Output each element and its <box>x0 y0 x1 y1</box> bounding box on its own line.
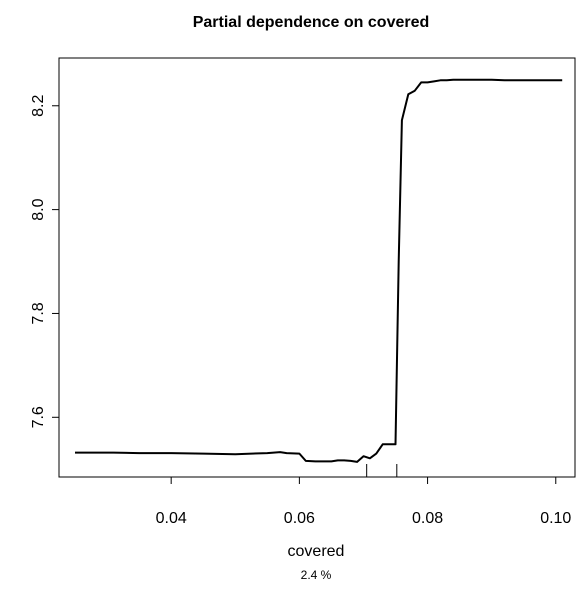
x-axis: 0.04 0.06 0.08 0.10 <box>156 476 571 527</box>
plot-frame <box>58 57 576 478</box>
x-tick-label: 0.06 <box>284 510 315 527</box>
y-tick-label: 7.8 <box>30 302 47 324</box>
x-axis-subtitle: 2.4 % <box>301 568 332 582</box>
y-axis: 7.6 7.8 8.0 8.2 <box>30 95 60 428</box>
x-tick-label: 0.10 <box>540 510 571 527</box>
y-tick-label: 8.0 <box>30 198 47 220</box>
x-axis-title: covered <box>288 543 345 560</box>
chart-title: Partial dependence on covered <box>193 14 430 31</box>
partial-dependence-line <box>75 78 563 463</box>
y-tick-label: 7.6 <box>30 406 47 428</box>
x-tick-label: 0.04 <box>156 510 187 527</box>
y-tick-label: 8.2 <box>30 95 47 117</box>
x-tick-label: 0.08 <box>412 510 443 527</box>
rug-marks <box>366 464 398 477</box>
